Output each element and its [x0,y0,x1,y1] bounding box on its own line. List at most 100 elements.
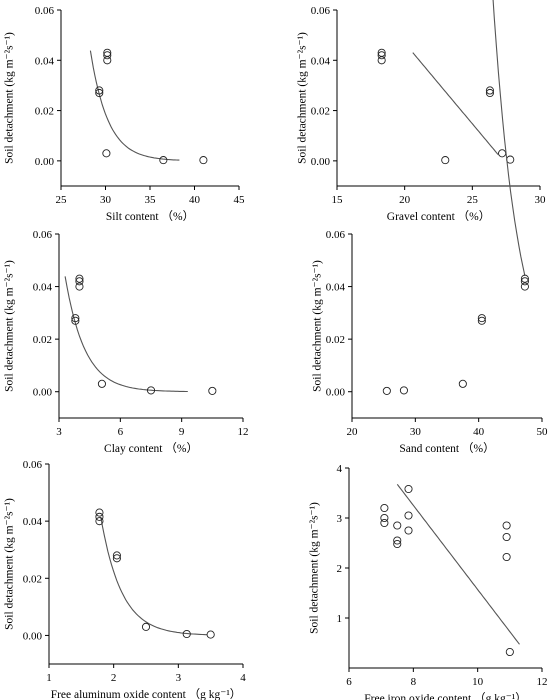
data-point [112,551,121,560]
x-tick-label: 2 [111,672,117,684]
y-axis-label: Soil detachment (kg m⁻²s⁻¹) [309,502,321,634]
data-point [112,554,121,563]
fit-curve [64,276,188,393]
x-tick-label: 4 [240,672,246,684]
panel-silt: 25 30 35 40 45 0.00 0.02 0.04 0.06 Silt content （… [4,5,245,223]
y-tick-label: 0.04 [326,282,346,294]
x-axis-label: Gravel content （%） [387,210,490,223]
y-tick-label: 1 [337,613,343,625]
data-point [404,511,413,520]
y-tick-label: 0.06 [33,229,53,241]
data-point [146,386,156,395]
x-tick-label: 15 [332,194,344,206]
data-point [103,56,112,65]
x-tick-label: 8 [411,676,417,688]
y-tick-label: 2 [337,563,343,575]
x-tick-label: 12 [238,426,249,438]
data-point [75,274,84,283]
y-tick-label: 0.06 [311,5,331,17]
axis-spines [60,10,239,187]
data-point [399,386,408,395]
x-axis-label: Sand content （%） [399,442,494,455]
fit-curve [89,50,180,161]
y-tick-label: 0.02 [311,106,330,118]
x-tick-label: 45 [234,194,246,206]
data-point [393,536,402,545]
x-axis-label: Free aluminum oxide content （g kg⁻¹） [51,688,242,700]
data-point [95,508,104,517]
y-tick-label: 0.04 [23,516,43,528]
data-point [498,149,507,158]
data-point [95,86,104,95]
data-point [441,156,450,165]
data-point [404,526,413,535]
data-point [520,277,529,286]
x-tick-label: 25 [56,194,68,206]
data-point [458,379,467,388]
x-axis-label: Clay content （%） [104,442,198,455]
y-tick-label: 0.02 [326,334,345,346]
data-point [377,56,386,65]
y-axis-label: Soil detachment (kg m⁻²s⁻¹) [4,32,16,164]
fit-curve [396,483,520,645]
x-tick-label: 20 [399,194,411,206]
data-point [380,518,389,528]
y-axis-label: Soil detachment (kg m⁻²s⁻¹) [4,498,16,630]
x-tick-label: 30 [410,426,422,438]
x-tick-label: 6 [346,676,352,688]
data-point [404,484,413,494]
x-tick-label: 20 [347,426,359,438]
data-point [505,647,514,657]
y-axis-label: Soil detachment (kg m⁻²s⁻¹) [312,260,324,392]
data-point [71,316,80,325]
x-tick-label: 3 [176,672,182,684]
data-point [477,316,486,325]
data-point [75,277,84,286]
fit-curve [492,0,526,277]
y-tick-label: 0.04 [35,55,55,67]
y-tick-label: 0.04 [33,282,53,294]
data-point [520,274,529,283]
x-tick-label: 30 [100,194,112,206]
x-tick-label: 25 [467,194,479,206]
x-tick-label: 40 [189,194,201,206]
data-point [206,630,215,639]
data-point [506,155,515,164]
data-point [182,629,191,639]
x-tick-label: 30 [535,194,547,206]
data-point [502,532,511,542]
x-tick-label: 9 [179,426,185,438]
y-tick-label: 0.06 [23,459,43,471]
data-point [95,88,104,98]
data-point [97,379,106,388]
data-point [393,521,402,530]
data-point [75,282,84,291]
axis-spines [351,234,542,419]
y-tick-label: 0.06 [326,229,346,241]
data-point [485,86,494,95]
data-point [393,539,402,549]
x-tick-label: 3 [56,426,62,438]
y-tick-label: 4 [337,463,343,475]
data-point [485,88,494,98]
panel-gravel: 15 20 25 30 0.00 0.02 0.04 0.06 Gravel content （… [297,5,546,223]
y-tick-label: 0.00 [311,156,331,168]
x-tick-label: 1 [46,672,52,684]
panel-clay: 3 6 9 12 0.00 0.02 0.04 0.06 Clay content （%） Soi… [4,229,249,455]
y-tick-label: 0.06 [35,5,55,17]
x-tick-label: 40 [473,426,485,438]
axis-spines [348,468,542,669]
data-point [382,386,391,395]
y-tick-label: 0.02 [35,106,54,118]
y-tick-label: 0.00 [326,387,346,399]
y-tick-label: 0.02 [23,573,42,585]
fit-curve [100,516,208,636]
data-point [95,517,104,526]
data-point [102,149,111,158]
data-point [71,314,80,323]
panel-free-aluminum-oxide: 1 2 3 4 0.00 0.02 0.04 0.06 Free aluminum oxide … [4,459,247,700]
data-point [477,314,486,323]
data-point [95,512,104,521]
x-axis-label: Silt content （%） [106,210,194,223]
